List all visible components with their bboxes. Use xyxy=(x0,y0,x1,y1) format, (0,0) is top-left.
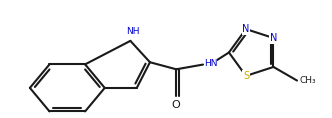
Text: N: N xyxy=(270,33,277,43)
Text: N: N xyxy=(242,24,250,34)
Text: NH: NH xyxy=(126,27,140,36)
Text: S: S xyxy=(243,71,249,81)
Text: O: O xyxy=(172,100,181,110)
Text: CH₃: CH₃ xyxy=(299,76,316,85)
Text: HN: HN xyxy=(204,59,217,68)
